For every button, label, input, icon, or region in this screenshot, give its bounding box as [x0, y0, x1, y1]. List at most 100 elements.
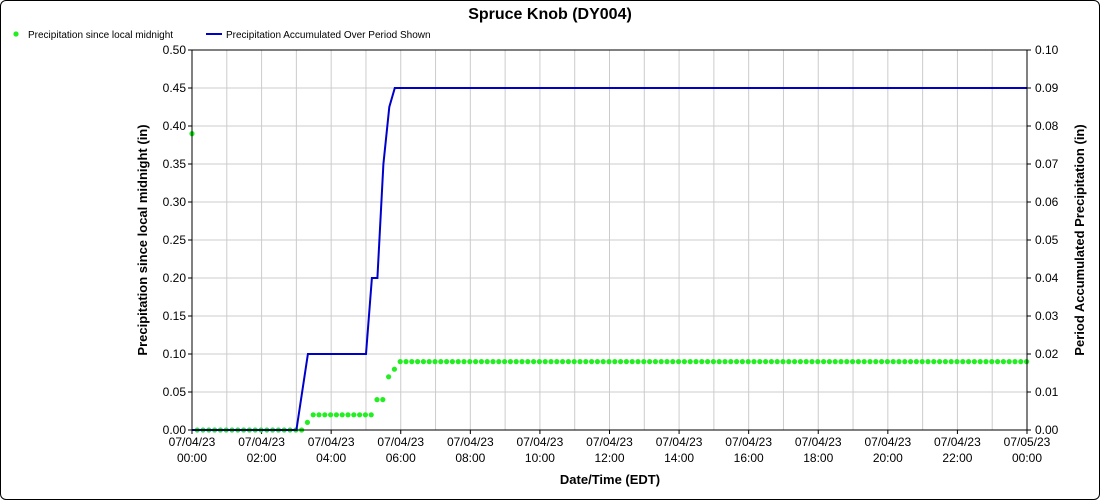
- data-point-since-midnight: [948, 359, 954, 365]
- data-point-since-midnight: [867, 359, 873, 365]
- data-point-since-midnight: [960, 359, 966, 365]
- x-tick-date: 07/04/23: [725, 435, 772, 449]
- y-right-tick-label: 0.01: [1035, 385, 1059, 399]
- data-point-since-midnight: [780, 359, 786, 365]
- data-point-since-midnight: [542, 359, 548, 365]
- data-point-since-midnight: [304, 419, 311, 425]
- data-point-since-midnight: [699, 359, 705, 365]
- data-point-since-midnight: [954, 359, 960, 365]
- data-point-since-midnight: [565, 359, 572, 365]
- data-point-since-midnight: [351, 412, 357, 418]
- data-point-since-midnight: [965, 359, 972, 365]
- data-point-since-midnight: [658, 359, 664, 365]
- x-tick-date: 07/04/23: [447, 435, 494, 449]
- data-point-since-midnight: [380, 397, 386, 403]
- data-point-since-midnight: [357, 412, 363, 418]
- data-point-since-midnight: [907, 359, 914, 365]
- x-tick-time: 04:00: [316, 451, 346, 465]
- data-point-since-midnight: [861, 359, 867, 365]
- series-accumulated: [192, 87, 1027, 431]
- data-point-since-midnight: [826, 359, 832, 365]
- y-left-tick-label: 0.40: [163, 119, 187, 133]
- data-point-since-midnight: [757, 359, 763, 365]
- legend: Precipitation since local midnight Preci…: [13, 30, 431, 41]
- data-point-since-midnight: [594, 359, 601, 365]
- data-point-since-midnight: [386, 374, 392, 380]
- data-point-since-midnight: [820, 359, 827, 365]
- data-point-since-midnight: [739, 359, 745, 365]
- data-point-since-midnight: [670, 359, 676, 365]
- data-point-since-midnight: [519, 359, 525, 365]
- y-right-tick-label: 0.06: [1035, 195, 1059, 209]
- data-point-since-midnight: [774, 359, 780, 365]
- data-point-since-midnight: [316, 412, 322, 418]
- data-point-since-midnight: [890, 359, 896, 365]
- data-point-since-midnight: [339, 412, 345, 418]
- data-point-since-midnight: [936, 359, 943, 365]
- data-point-since-midnight: [733, 359, 740, 365]
- data-point-since-midnight: [612, 359, 618, 365]
- data-point-since-midnight: [571, 359, 577, 365]
- data-point-since-midnight: [490, 359, 496, 365]
- data-point-since-midnight: [623, 359, 630, 365]
- data-point-since-midnight: [1000, 359, 1006, 365]
- data-point-since-midnight: [600, 359, 606, 365]
- data-point-since-midnight: [896, 359, 902, 365]
- x-tick-date: 07/04/23: [238, 435, 285, 449]
- data-point-since-midnight: [971, 359, 977, 365]
- data-point-since-midnight: [531, 359, 537, 365]
- data-point-since-midnight: [438, 359, 444, 365]
- x-tick-time: 14:00: [664, 451, 694, 465]
- data-point-since-midnight: [589, 359, 595, 365]
- x-tick-date: 07/04/23: [656, 435, 703, 449]
- legend-label-accumulated: Precipitation Accumulated Over Period Sh…: [226, 30, 431, 41]
- data-point-since-midnight: [391, 366, 398, 372]
- y-right-tick-label: 0.04: [1035, 271, 1059, 285]
- data-point-since-midnight: [548, 359, 554, 365]
- y-left-tick-label: 0.45: [163, 81, 187, 95]
- y-axis-right-title: Period Accumulated Precipitation (in): [1072, 124, 1087, 355]
- y-right-tick-label: 0.00: [1035, 423, 1059, 437]
- data-point-since-midnight: [768, 359, 774, 365]
- data-point-since-midnight: [478, 359, 485, 365]
- y-left-tick-label: 0.00: [163, 423, 187, 437]
- x-axis-title: Date/Time (EDT): [560, 472, 660, 487]
- y-right-tick-label: 0.08: [1035, 119, 1059, 133]
- y-right-tick-label: 0.05: [1035, 233, 1059, 247]
- data-point-since-midnight: [797, 359, 803, 365]
- data-point-since-midnight: [415, 359, 421, 365]
- data-point-since-midnight: [455, 359, 461, 365]
- x-tick-date: 07/04/23: [864, 435, 911, 449]
- grid: [191, 49, 1028, 431]
- data-point-since-midnight: [722, 359, 728, 365]
- data-point-since-midnight: [919, 359, 925, 365]
- x-tick-time: 16:00: [734, 451, 764, 465]
- x-tick-date: 07/04/23: [586, 435, 633, 449]
- data-point-since-midnight: [577, 359, 583, 365]
- data-point-since-midnight: [704, 359, 711, 365]
- data-point-since-midnight: [745, 359, 751, 365]
- data-point-since-midnight: [925, 359, 931, 365]
- x-tick-date: 07/04/23: [795, 435, 842, 449]
- data-point-since-midnight: [652, 359, 659, 365]
- x-tick-time: 08:00: [455, 451, 485, 465]
- data-point-since-midnight: [629, 359, 635, 365]
- data-point-since-midnight: [983, 359, 989, 365]
- data-point-since-midnight: [762, 359, 769, 365]
- data-point-since-midnight: [618, 359, 624, 365]
- data-point-since-midnight: [333, 412, 340, 418]
- data-point-since-midnight: [432, 359, 438, 365]
- data-point-since-midnight: [902, 359, 908, 365]
- data-point-since-midnight: [467, 359, 473, 365]
- x-tick-time: 20:00: [873, 451, 903, 465]
- data-point-since-midnight: [809, 359, 815, 365]
- data-point-since-midnight: [849, 359, 856, 365]
- data-point-since-midnight: [345, 412, 351, 418]
- data-point-since-midnight: [855, 359, 861, 365]
- legend-label-since-midnight: Precipitation since local midnight: [28, 30, 173, 41]
- y-right-tick-label: 0.07: [1035, 157, 1059, 171]
- data-point-since-midnight: [716, 359, 722, 365]
- data-point-since-midnight: [507, 359, 514, 365]
- plot-area-border: [191, 49, 1028, 431]
